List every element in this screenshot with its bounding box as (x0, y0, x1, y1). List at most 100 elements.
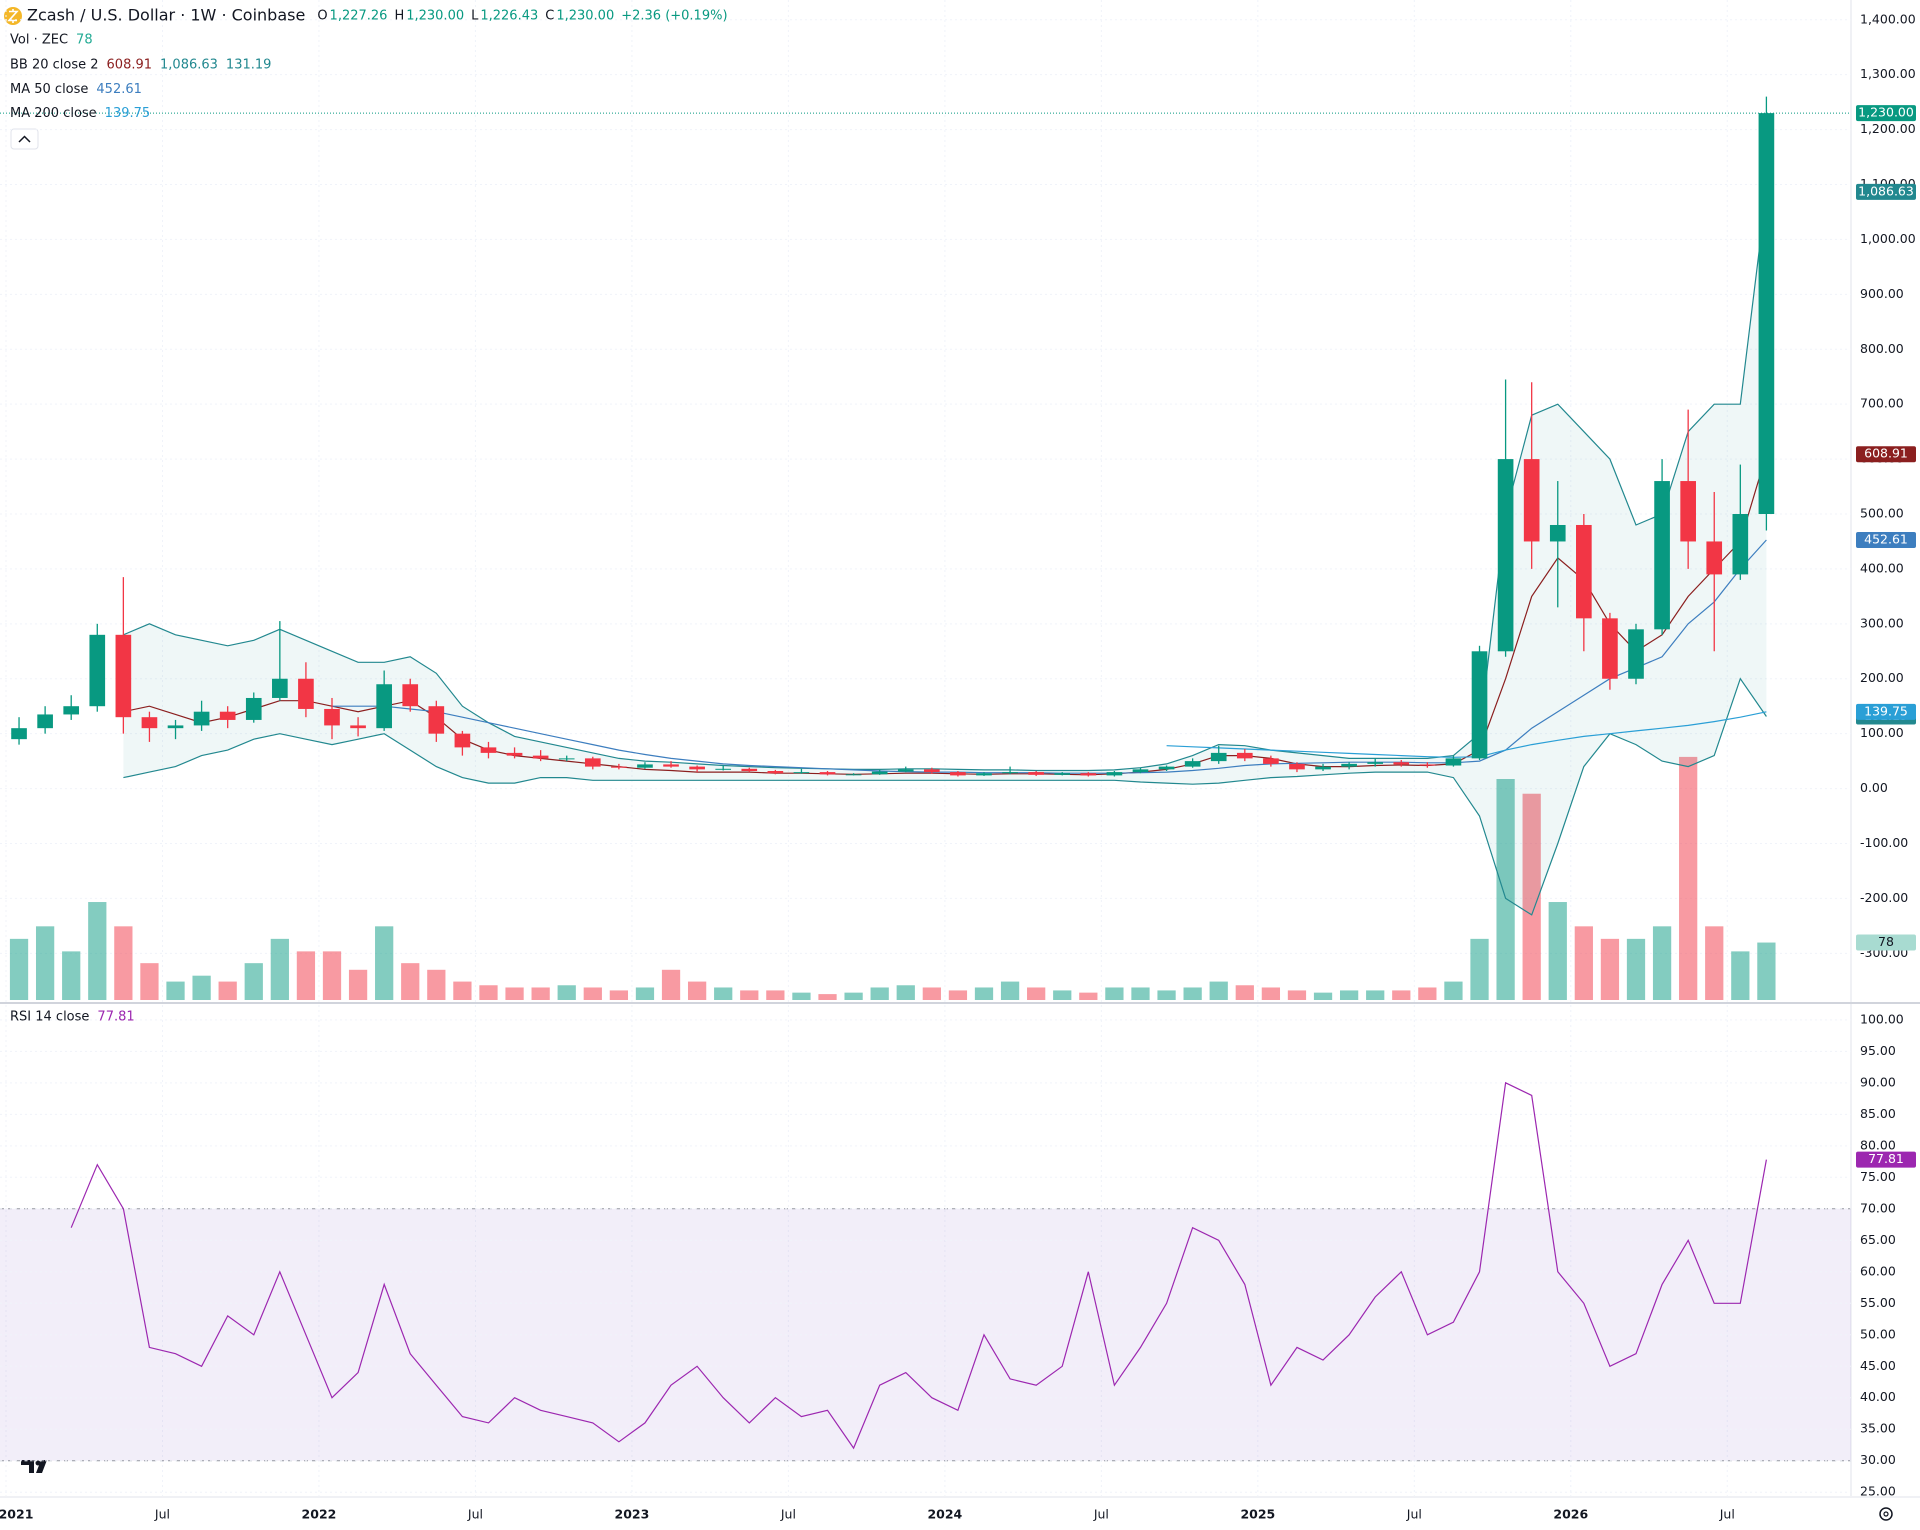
volume-bar (870, 987, 889, 1000)
volume-bar (1626, 938, 1646, 1000)
candle-body (1602, 618, 1618, 679)
candle-body (1315, 766, 1331, 770)
candle-body (506, 752, 523, 756)
candle-body (1106, 772, 1123, 776)
candle-body (584, 758, 601, 767)
logo-shape[interactable] (21, 1460, 47, 1473)
grid (0, 0, 1851, 1496)
volume-bar (974, 987, 994, 1000)
y-tick-label: 60.00 (1860, 1263, 1896, 1278)
ohlc-value: 1,230.00 (556, 9, 614, 24)
y-tick-label: 300.00 (1860, 615, 1904, 630)
candle-body (1706, 541, 1723, 575)
candle-body (715, 768, 732, 770)
candle-body (1132, 769, 1149, 773)
volume-bar (114, 926, 133, 1000)
volume-bar (1261, 987, 1281, 1000)
y-tick-label: 70.00 (1860, 1200, 1896, 1215)
indicator-line (123, 454, 1767, 776)
volume-bar (1339, 990, 1359, 1000)
candle-body (1445, 758, 1462, 766)
candle-body (1628, 629, 1644, 679)
candle-body (1393, 762, 1410, 765)
legend-value: 131.19 (226, 58, 272, 73)
tv-logo[interactable] (21, 1460, 47, 1473)
volume-bar (218, 981, 237, 1000)
ohlc-key: H (394, 9, 404, 24)
volume-bar (922, 987, 941, 1000)
price-badge (1856, 703, 1916, 720)
candle-body (950, 772, 966, 776)
x-tick-label: Jul (467, 1507, 483, 1522)
volume-bar (948, 990, 968, 1000)
candle-body (1419, 764, 1436, 766)
ohlc-key: O (317, 9, 327, 24)
candle-body (767, 771, 784, 774)
x-tick-label: 2021 (0, 1507, 33, 1522)
y-tick-label: 75.00 (1860, 1169, 1896, 1184)
candle-body (1654, 481, 1670, 630)
x-tick-label: Jul (154, 1507, 170, 1522)
volume-bar (1496, 779, 1515, 1000)
indicator-line (123, 191, 1767, 772)
candle-body (1002, 772, 1018, 774)
candle-body (1758, 113, 1775, 515)
candle-body (454, 733, 471, 748)
candle-body (1236, 752, 1253, 759)
legend-name: MA 50 close (10, 82, 88, 97)
x-tick-label: 2026 (1553, 1507, 1588, 1522)
y-tick-label: 65.00 (1860, 1232, 1896, 1247)
candle-body (1158, 766, 1175, 770)
price-badge (1856, 532, 1916, 549)
candle-body (1289, 763, 1305, 770)
volume-bar (166, 981, 185, 1000)
candle-body (1523, 459, 1540, 542)
gear[interactable] (1879, 1507, 1893, 1521)
volume-bar (896, 985, 915, 1000)
legend-value: 1,086.63 (160, 58, 218, 73)
price-badge-label: 1,086.63 (1858, 183, 1914, 198)
legend-value: 608.91 (107, 58, 153, 73)
collapse-button[interactable] (10, 128, 39, 150)
price-badge (1856, 934, 1916, 951)
collapse-arrow[interactable] (18, 135, 31, 143)
y-tick-label: 1,000.00 (1860, 231, 1916, 246)
logo-dot[interactable] (35, 1460, 41, 1466)
candle-body (1576, 524, 1592, 619)
candle-body (819, 772, 836, 775)
y-tick-label: 800.00 (1860, 341, 1904, 356)
candle-body (193, 711, 210, 726)
candle-body (350, 725, 366, 729)
candle-body (845, 774, 862, 776)
volume-bar (1053, 990, 1072, 1000)
gear-hub[interactable] (1883, 1511, 1889, 1517)
y-tick-label: 700.00 (1860, 396, 1904, 411)
y-tick-label: -100.00 (1860, 835, 1908, 850)
candle-body (1471, 651, 1488, 759)
volume-bar (1574, 926, 1593, 1000)
ohlc-value: 1,227.26 (330, 9, 388, 24)
candle-body (324, 708, 340, 726)
change: +2.36 (+0.19%) (621, 9, 727, 24)
candle-body (532, 755, 549, 759)
candle-body (1028, 772, 1044, 775)
y-tick-label: -200.00 (1860, 890, 1908, 905)
volume-bar (687, 981, 707, 1000)
x-tick-label: Jul (1406, 1507, 1422, 1522)
volume-bar (1522, 793, 1541, 1000)
settings-icon[interactable] (1879, 1507, 1893, 1521)
candle-body (402, 684, 419, 707)
price-badge-label: 608.91 (1864, 446, 1908, 461)
candle-body (1184, 761, 1201, 767)
volume-bar (1470, 938, 1489, 1000)
volume-bar (505, 987, 524, 1000)
collapse-box[interactable] (10, 128, 39, 150)
volume-bar (766, 990, 785, 1000)
volume-bar (1131, 987, 1150, 1000)
volume-bar (1444, 981, 1463, 1000)
y-tick-label: 400.00 (1860, 560, 1904, 575)
candle-body (1497, 459, 1514, 652)
volume-bar (9, 938, 29, 1000)
y-tick-label: 80.00 (1860, 1137, 1896, 1152)
volume-bar (270, 938, 289, 1000)
